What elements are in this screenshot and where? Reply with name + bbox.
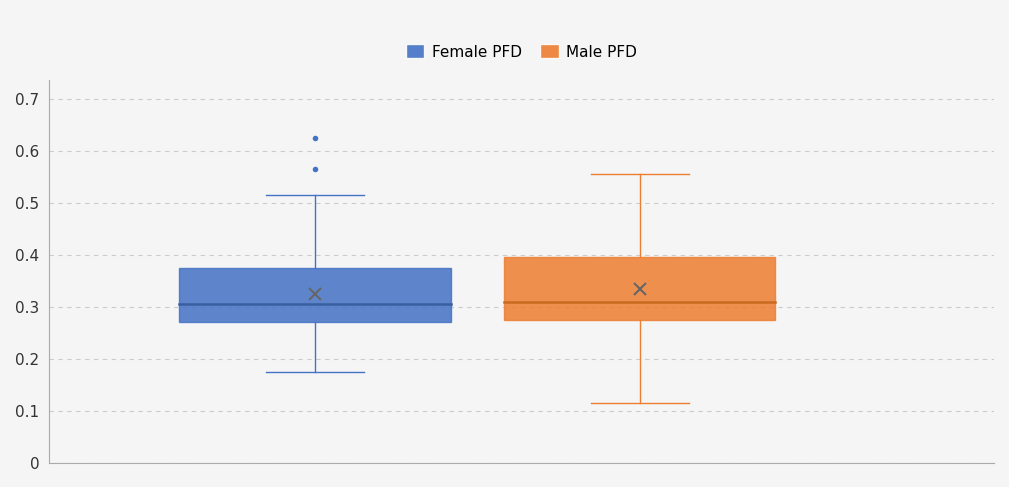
Bar — [179, 268, 451, 322]
Legend: Female PFD, Male PFD: Female PFD, Male PFD — [400, 38, 643, 66]
Bar — [503, 258, 776, 320]
